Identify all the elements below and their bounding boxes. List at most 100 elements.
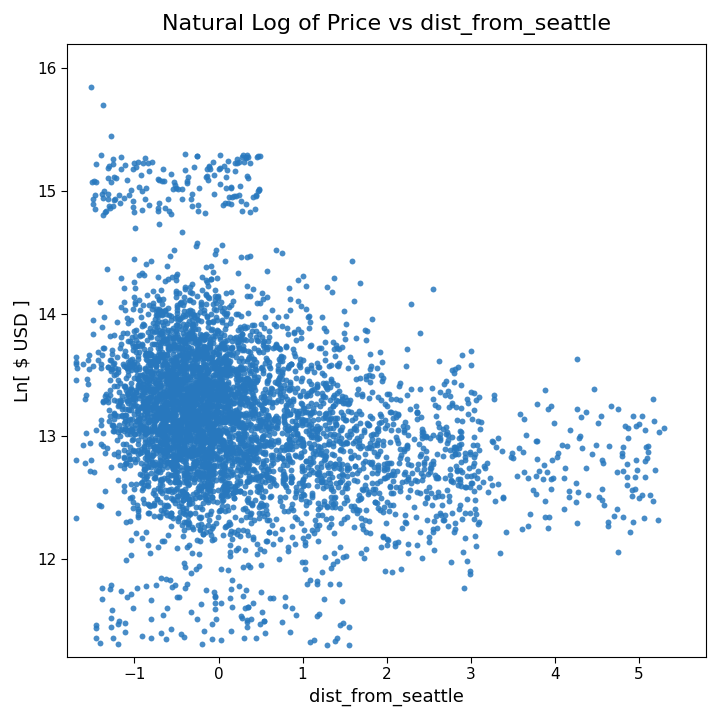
Point — [234, 386, 246, 397]
Point — [307, 490, 318, 501]
Point — [148, 458, 159, 469]
Point — [231, 479, 243, 490]
Point — [337, 438, 348, 449]
Point — [438, 379, 450, 390]
Point — [303, 428, 315, 440]
Point — [169, 380, 181, 392]
Point — [187, 322, 199, 333]
Point — [219, 417, 230, 428]
Point — [170, 291, 181, 302]
Point — [181, 433, 192, 445]
Point — [127, 303, 139, 315]
Point — [117, 390, 128, 402]
Point — [391, 411, 402, 423]
Point — [215, 597, 227, 608]
Point — [219, 353, 230, 364]
Point — [177, 387, 189, 398]
Point — [421, 514, 433, 526]
Point — [186, 410, 198, 421]
Point — [272, 412, 284, 423]
Point — [192, 339, 203, 351]
Point — [444, 390, 456, 402]
Point — [325, 482, 337, 493]
Point — [235, 477, 246, 489]
Point — [194, 426, 205, 437]
Point — [212, 359, 224, 371]
Point — [289, 434, 301, 446]
Point — [161, 386, 173, 397]
Point — [327, 460, 338, 472]
Point — [237, 503, 248, 515]
Point — [156, 409, 167, 420]
Point — [251, 395, 263, 407]
Point — [219, 505, 230, 517]
Point — [216, 488, 228, 500]
Point — [309, 423, 320, 435]
Point — [180, 462, 192, 474]
Point — [225, 418, 236, 429]
Point — [266, 397, 278, 409]
Point — [119, 381, 130, 392]
Point — [143, 433, 155, 445]
Point — [366, 442, 377, 454]
Point — [160, 445, 171, 456]
Point — [181, 429, 192, 441]
Point — [171, 473, 182, 485]
Point — [221, 485, 233, 496]
Point — [199, 374, 210, 386]
Point — [317, 387, 328, 399]
Point — [202, 483, 214, 495]
Point — [199, 341, 210, 353]
Point — [176, 464, 187, 476]
Point — [416, 432, 428, 444]
Point — [150, 377, 161, 389]
Point — [202, 378, 213, 390]
Point — [150, 338, 161, 349]
Point — [299, 524, 310, 536]
Point — [170, 472, 181, 484]
Point — [336, 424, 347, 436]
Point — [218, 462, 230, 474]
Point — [339, 414, 351, 426]
Point — [167, 183, 179, 194]
Point — [234, 530, 246, 541]
Point — [197, 370, 208, 382]
Point — [377, 530, 389, 541]
Point — [433, 402, 444, 413]
Point — [246, 400, 257, 412]
Point — [199, 417, 210, 428]
Point — [179, 582, 190, 594]
Point — [157, 411, 168, 423]
Point — [340, 437, 351, 449]
Point — [305, 385, 317, 397]
Point — [220, 381, 232, 392]
Point — [145, 395, 156, 407]
Point — [209, 360, 220, 372]
Point — [138, 392, 149, 404]
Point — [325, 359, 337, 371]
Point — [130, 428, 141, 440]
Point — [150, 392, 161, 404]
Point — [216, 436, 228, 448]
Point — [414, 328, 426, 339]
Point — [177, 328, 189, 339]
Point — [428, 526, 439, 538]
Point — [141, 410, 153, 422]
Point — [438, 514, 449, 526]
Point — [197, 439, 209, 451]
Point — [237, 379, 248, 390]
Point — [186, 330, 197, 342]
Point — [266, 476, 277, 487]
Point — [187, 382, 199, 393]
Point — [184, 294, 195, 306]
Point — [214, 435, 225, 446]
Point — [126, 435, 138, 446]
Point — [112, 400, 124, 412]
Point — [207, 411, 219, 423]
Point — [212, 293, 224, 305]
Point — [246, 376, 257, 387]
Point — [196, 387, 207, 399]
Point — [215, 384, 226, 396]
Point — [449, 523, 461, 535]
Point — [213, 346, 225, 358]
